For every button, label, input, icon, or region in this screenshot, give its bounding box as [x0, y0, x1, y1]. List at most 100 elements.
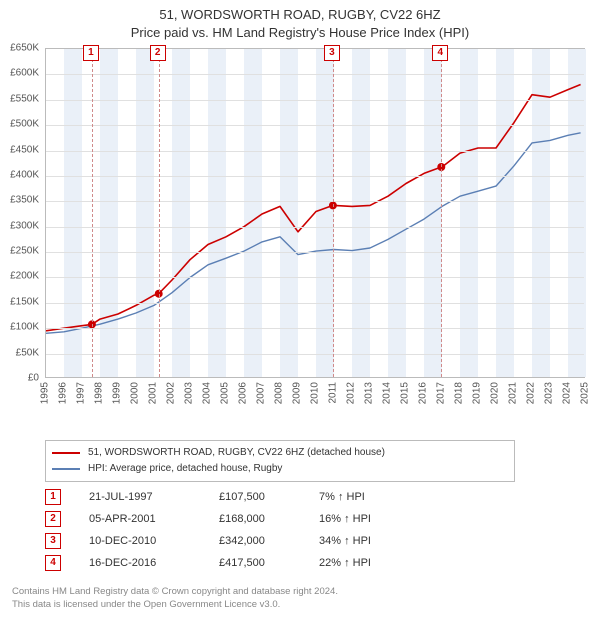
title-line-2: Price paid vs. HM Land Registry's House … — [0, 24, 600, 42]
gridline — [46, 303, 584, 304]
legend-item-property: 51, WORDSWORTH ROAD, RUGBY, CV22 6HZ (de… — [52, 445, 508, 461]
sale-hpi-delta: 7% ↑ HPI — [319, 491, 449, 503]
sales-table: 1 21-JUL-1997£107,5007% ↑ HPI 205-APR-2001… — [45, 486, 585, 574]
x-axis-label: 2010 — [310, 382, 321, 404]
x-axis-label: 2001 — [148, 382, 159, 404]
x-axis-label: 2002 — [166, 382, 177, 404]
sale-date: 21-JUL-1997 — [89, 491, 219, 503]
footer-line-2: This data is licensed under the Open Gov… — [12, 599, 338, 612]
x-axis-label: 2003 — [184, 382, 195, 404]
sale-hpi-delta: 16% ↑ HPI — [319, 513, 449, 525]
x-axis-label: 1995 — [40, 382, 51, 404]
gridline — [46, 176, 584, 177]
sale-event-marker: 2 — [150, 45, 166, 61]
x-axis-label: 2014 — [382, 382, 393, 404]
sale-event-line — [92, 49, 93, 377]
x-axis-label: 2012 — [346, 382, 357, 404]
x-axis-label: 2004 — [202, 382, 213, 404]
x-axis-label: 2024 — [562, 382, 573, 404]
y-axis-label: £300K — [10, 220, 39, 231]
sale-price: £168,000 — [219, 513, 319, 525]
y-axis-label: £450K — [10, 144, 39, 155]
legend-swatch-property — [52, 452, 80, 454]
legend: 51, WORDSWORTH ROAD, RUGBY, CV22 6HZ (de… — [45, 440, 515, 482]
gridline — [46, 354, 584, 355]
y-axis-label: £400K — [10, 169, 39, 180]
sale-price: £417,500 — [219, 557, 319, 569]
x-axis-label: 2005 — [220, 382, 231, 404]
x-axis-label: 2019 — [472, 382, 483, 404]
y-axis-label: £500K — [10, 119, 39, 130]
sale-date: 10-DEC-2010 — [89, 535, 219, 547]
gridline — [46, 100, 584, 101]
gridline — [46, 277, 584, 278]
sale-index-box: 3 — [45, 533, 61, 549]
y-axis-label: £100K — [10, 322, 39, 333]
sale-event-marker: 3 — [324, 45, 340, 61]
x-axis-label: 2000 — [130, 382, 141, 404]
sale-index-box: 1 — [45, 489, 61, 505]
x-axis-label: 2007 — [256, 382, 267, 404]
sale-row: 205-APR-2001£168,00016% ↑ HPI — [45, 508, 585, 530]
x-axis-label: 2018 — [454, 382, 465, 404]
x-axis-label: 2015 — [400, 382, 411, 404]
x-axis-label: 2022 — [526, 382, 537, 404]
x-axis-label: 1997 — [76, 382, 87, 404]
x-axis-label: 2021 — [508, 382, 519, 404]
sale-index-box: 4 — [45, 555, 61, 571]
footer-line-1: Contains HM Land Registry data © Crown c… — [12, 586, 338, 599]
x-axis-label: 1998 — [94, 382, 105, 404]
gridline — [46, 227, 584, 228]
property-line — [46, 85, 581, 331]
legend-label-hpi: HPI: Average price, detached house, Rugb… — [88, 461, 282, 477]
sale-hpi-delta: 34% ↑ HPI — [319, 535, 449, 547]
x-axis-label: 1996 — [58, 382, 69, 404]
sale-row: 4 16-DEC-2016£417,50022% ↑ HPI — [45, 552, 585, 574]
y-axis-label: £350K — [10, 195, 39, 206]
x-axis-label: 2016 — [418, 382, 429, 404]
y-axis-label: £600K — [10, 68, 39, 79]
chart-area: £0£50K£100K£150K£200K£250K£300K£350K£400… — [45, 48, 585, 408]
title-line-1: 51, WORDSWORTH ROAD, RUGBY, CV22 6HZ — [0, 6, 600, 24]
footer-attribution: Contains HM Land Registry data © Crown c… — [12, 586, 338, 612]
sale-hpi-delta: 22% ↑ HPI — [319, 557, 449, 569]
y-axis-label: £650K — [10, 43, 39, 54]
sale-row: 3 10-DEC-2010£342,00034% ↑ HPI — [45, 530, 585, 552]
legend-label-property: 51, WORDSWORTH ROAD, RUGBY, CV22 6HZ (de… — [88, 445, 385, 461]
legend-item-hpi: HPI: Average price, detached house, Rugb… — [52, 461, 508, 477]
sale-price: £107,500 — [219, 491, 319, 503]
x-axis-label: 1999 — [112, 382, 123, 404]
x-axis-label: 2025 — [580, 382, 591, 404]
sale-price: £342,000 — [219, 535, 319, 547]
chart-title: 51, WORDSWORTH ROAD, RUGBY, CV22 6HZ Pri… — [0, 0, 600, 41]
x-axis-label: 2020 — [490, 382, 501, 404]
gridline — [46, 125, 584, 126]
x-axis-label: 2008 — [274, 382, 285, 404]
sale-date: 16-DEC-2016 — [89, 557, 219, 569]
gridline — [46, 151, 584, 152]
x-axis-label: 2017 — [436, 382, 447, 404]
y-axis-label: £200K — [10, 271, 39, 282]
sale-row: 1 21-JUL-1997£107,5007% ↑ HPI — [45, 486, 585, 508]
line-series-svg — [46, 49, 586, 379]
x-axis-label: 2011 — [328, 382, 339, 404]
y-axis-label: £550K — [10, 93, 39, 104]
x-axis-label: 2023 — [544, 382, 555, 404]
legend-swatch-hpi — [52, 468, 80, 470]
x-axis-label: 2006 — [238, 382, 249, 404]
sale-event-line — [441, 49, 442, 377]
y-axis-label: £150K — [10, 296, 39, 307]
y-axis-label: £50K — [16, 347, 39, 358]
y-axis-label: £250K — [10, 246, 39, 257]
gridline — [46, 74, 584, 75]
plot-area — [45, 48, 585, 378]
sale-event-line — [333, 49, 334, 377]
y-axis-label: £0 — [28, 373, 39, 384]
sale-event-marker: 4 — [432, 45, 448, 61]
sale-event-marker: 1 — [83, 45, 99, 61]
gridline — [46, 201, 584, 202]
sale-date: 05-APR-2001 — [89, 513, 219, 525]
x-axis-label: 2009 — [292, 382, 303, 404]
sale-event-line — [159, 49, 160, 377]
gridline — [46, 252, 584, 253]
